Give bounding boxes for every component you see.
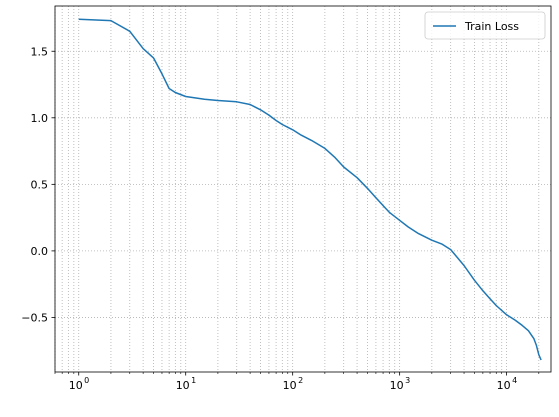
legend-label: Train Loss [464, 20, 519, 33]
plot-area-frame [54, 5, 552, 373]
y-tick-label: −0.5 [21, 311, 48, 324]
grid [54, 6, 551, 372]
x-tick-exponent: 2 [298, 376, 303, 385]
x-tick-exponent: 0 [84, 376, 89, 385]
axis-ticks: 10 0 10 1 10 2 10 3 10 4−0.50.00.51.01.5 [21, 45, 540, 392]
y-tick-label: 1.5 [31, 45, 49, 58]
series-line [78, 18, 542, 361]
y-tick-label: 0.0 [31, 245, 49, 258]
x-tick-exponent: 4 [512, 376, 517, 385]
x-tick-label: 10 [69, 379, 83, 392]
x-tick-label: 10 [176, 379, 190, 392]
legend: Train Loss [424, 11, 546, 40]
x-tick-label: 10 [283, 379, 297, 392]
plot-series [78, 18, 542, 361]
x-tick-exponent: 3 [405, 376, 410, 385]
x-tick-label: 10 [390, 379, 404, 392]
y-tick-label: 1.0 [31, 112, 49, 125]
legend-box [424, 11, 546, 40]
y-tick-label: 0.5 [31, 178, 49, 191]
x-tick-exponent: 1 [191, 376, 196, 385]
x-tick-label: 10 [497, 379, 511, 392]
